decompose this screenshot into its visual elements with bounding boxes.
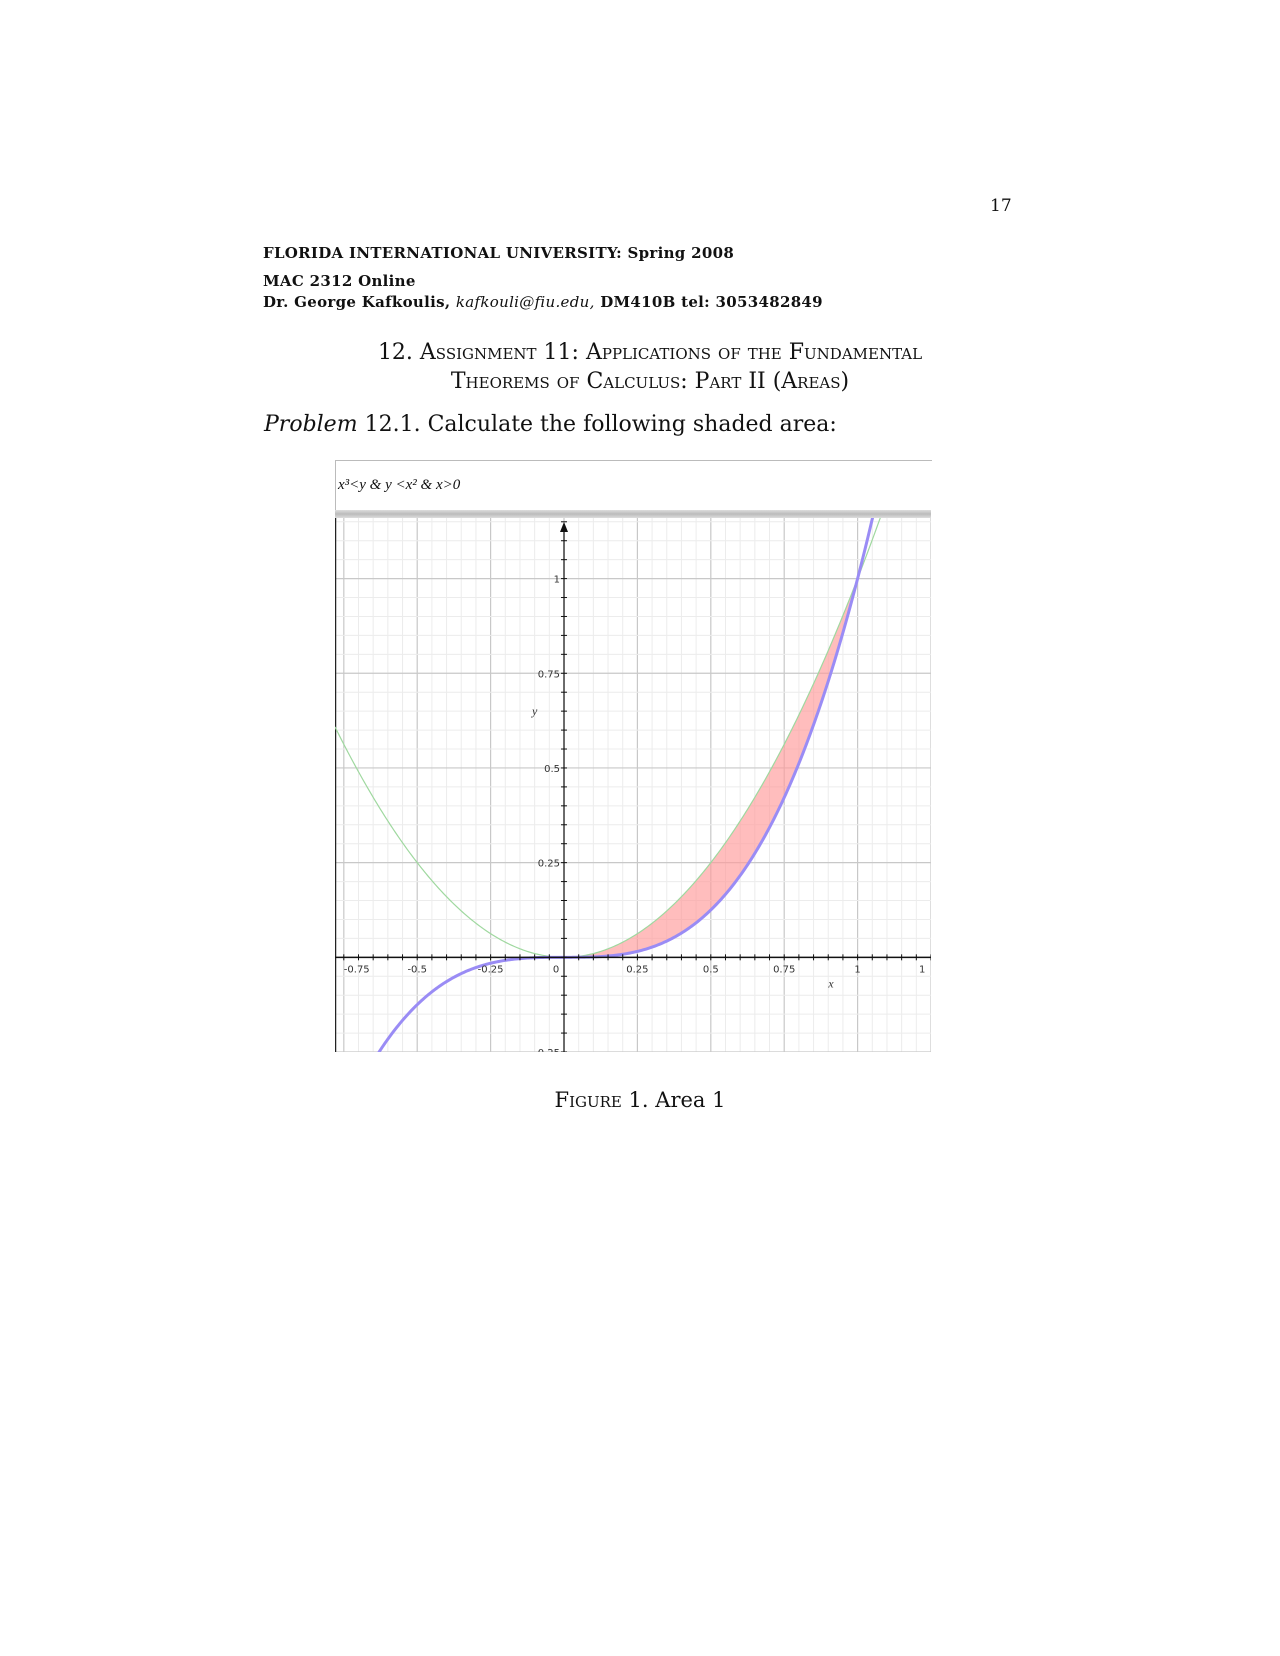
y-tick-label: 0.75 [538, 669, 560, 680]
plot-area: -0.75 -0.5 -0.25 0 0.25 0.5 0.75 1 1 1 0.75 0.5 0.25… [335, 518, 931, 1052]
problem-text: Calculate the following shaded area: [427, 412, 837, 437]
problem-number: 12.1. [364, 412, 421, 437]
y-axis-label: y [531, 704, 538, 718]
shaded-area [564, 578, 858, 958]
header-university: FLORIDA INTERNATIONAL UNIVERSITY: Spring… [263, 244, 735, 262]
problem-label: Problem [264, 412, 358, 437]
curve-cubic [377, 518, 875, 1052]
y-tick-label: 0.25 [538, 859, 560, 870]
problem-statement: Problem 12.1. Calculate the following sh… [264, 412, 837, 437]
instructor-name: Dr. George Kafkoulis, [263, 293, 451, 311]
graph-figure: x³<y & y <x² & x>0 -0.75 -0.5 -0.25 0 0.25 0.… [335, 460, 932, 1052]
instructor-office: DM410B tel: 3053482849 [600, 293, 823, 311]
y-axis-arrow [560, 522, 569, 532]
y-tick-label: 1 [554, 575, 560, 586]
figure-label: Figure 1. [554, 1088, 649, 1112]
x-tick-label: 0 [553, 964, 559, 975]
figure-text: Area 1 [655, 1088, 726, 1112]
x-tick-label: 1 [919, 964, 925, 975]
curve-quadratic [335, 518, 881, 958]
figure-caption: Figure 1. Area 1 [0, 1088, 1280, 1112]
x-tick-label: -0.5 [407, 964, 427, 975]
x-tick-label: -0.75 [344, 964, 370, 975]
section-title-line2: Theorems of Calculus: Part II (Areas) [450, 369, 850, 394]
x-tick-label: 0.25 [626, 964, 648, 975]
y-tick-label: -0.25 [534, 1048, 560, 1052]
x-tick-label: 0.75 [773, 964, 795, 975]
x-tick-label: 1 [854, 964, 860, 975]
page-number: 17 [990, 196, 1012, 216]
header-course: MAC 2312 Online [263, 272, 416, 290]
graph-title-bar: x³<y & y <x² & x>0 [335, 460, 932, 511]
section-title-line1: 12. Assignment 11: Applications of the F… [377, 340, 923, 365]
instructor-email: kafkouli@fiu.edu, [455, 293, 595, 311]
graph-toolbar-divider [335, 510, 931, 518]
graph-title: x³<y & y <x² & x>0 [338, 477, 461, 493]
x-tick-label: -0.25 [478, 964, 504, 975]
y-tick-label: 0.5 [544, 764, 560, 775]
x-axis-label: x [827, 976, 834, 990]
header-instructor: Dr. George Kafkoulis, kafkouli@fiu.edu, … [263, 293, 823, 311]
x-tick-label: 0.5 [703, 964, 719, 975]
section-title: 12. Assignment 11: Applications of the F… [300, 338, 1000, 396]
